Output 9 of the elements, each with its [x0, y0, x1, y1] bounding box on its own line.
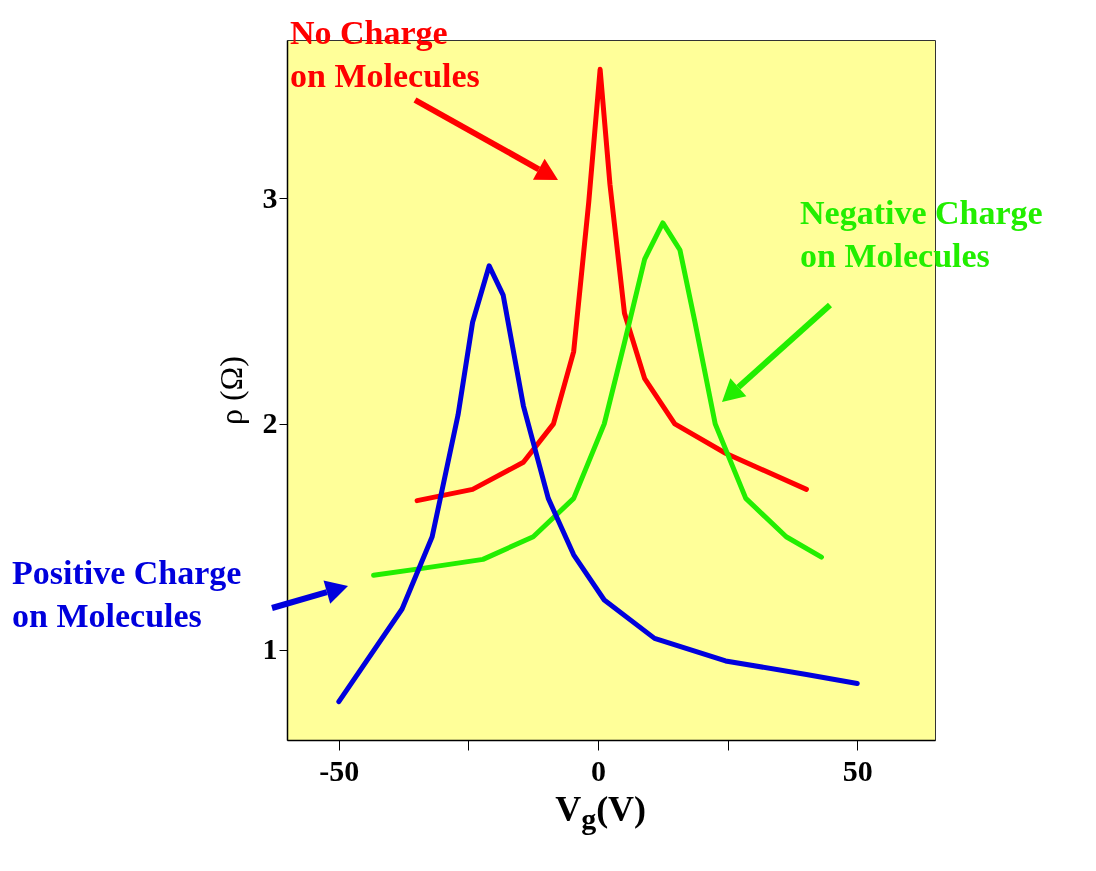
y-tick-label: 3	[262, 180, 278, 214]
x-axis-title: V$_{g}$(V)	[555, 788, 647, 837]
y-axis-title: ρ (Ω)	[212, 355, 249, 426]
x-tick-label: 0	[591, 753, 607, 787]
y-tick-label: 1	[262, 632, 278, 666]
x-tick-label: 50	[842, 753, 873, 787]
y-tick-label: 2	[262, 406, 278, 440]
x-tick-label: -50	[319, 753, 360, 787]
text: Positive Charge on Molecules	[12, 554, 242, 634]
